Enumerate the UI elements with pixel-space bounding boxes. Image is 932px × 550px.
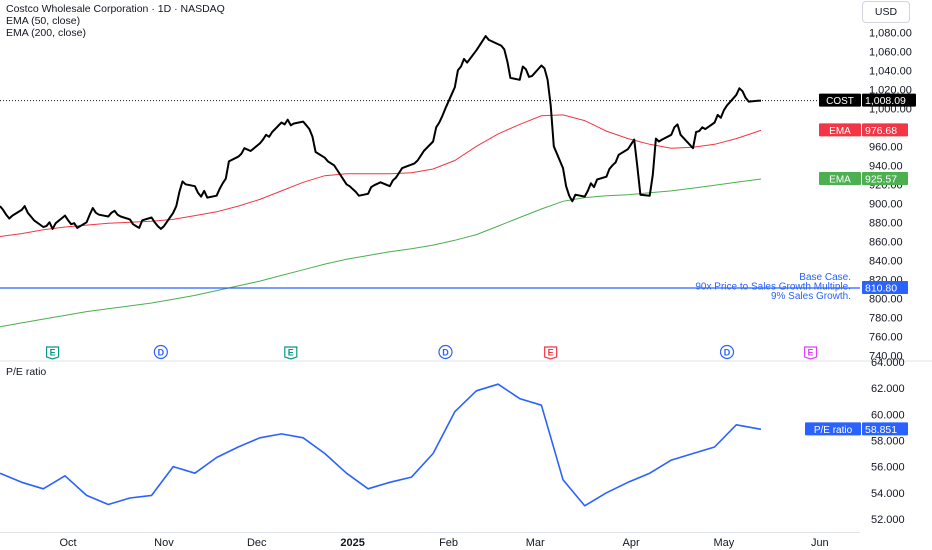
earnings-icon	[284, 346, 298, 360]
time-axis-tick: Oct	[59, 537, 76, 549]
pe-axis-tick: 64.000	[871, 357, 905, 369]
event-label: D	[158, 348, 165, 358]
ema50-value-tag-value-bg	[862, 123, 908, 137]
event-label: D	[442, 348, 449, 358]
last-price-tag-label-bg	[819, 93, 861, 107]
ema200-legend[interactable]: EMA (200, close)	[6, 27, 86, 39]
price-axis-tick: 1,080.00	[869, 27, 912, 39]
pe-label: P/E ratio	[814, 425, 853, 436]
last-price-tag-value: 1,008.09	[865, 95, 906, 107]
earnings_future-marker[interactable]: E	[544, 346, 558, 360]
price-axis-tick: 880.00	[869, 217, 903, 229]
event-label: E	[548, 348, 554, 358]
event-label: E	[50, 348, 56, 358]
price-axis-tick: 1,060.00	[869, 46, 912, 58]
level-annotation-line: 90x Price to Sales Growth Multiple.	[695, 281, 851, 292]
last-price-tag-value-bg	[862, 93, 916, 107]
ema50-value-tag-label: EMA	[829, 126, 851, 137]
pe-axis-tick: 62.000	[871, 383, 905, 395]
time-axis-tick: Dec	[247, 537, 267, 549]
ema200-value-tag[interactable]: EMA 925.57	[819, 171, 908, 186]
level-annotation-line: 9% Sales Growth.	[771, 291, 851, 302]
price-axis-tick: 940.00	[869, 160, 903, 172]
pe-axis-tick: 56.000	[871, 462, 905, 474]
pe-value: 58.851	[865, 424, 897, 436]
ema50-legend[interactable]: EMA (50, close)	[6, 15, 81, 27]
dividend-marker[interactable]: D	[438, 344, 453, 360]
event-label: D	[724, 348, 731, 358]
earnings-marker[interactable]: E	[284, 346, 298, 360]
level-annotation-line: Base Case.	[799, 272, 851, 283]
earnings-icon	[45, 346, 60, 360]
price-axis-tick: 840.00	[869, 255, 903, 267]
price-axis-tick: 1,020.00	[869, 84, 912, 96]
price-axis-tick: 900.00	[869, 198, 903, 210]
dividend-marker[interactable]: D	[153, 344, 168, 360]
earnings-icon	[544, 346, 558, 360]
chart-title: Costco Wholesale Corporation · 1D · NASD…	[6, 3, 225, 15]
time-axis-tick: Nov	[154, 537, 174, 549]
earnings-marker[interactable]: E	[45, 346, 60, 360]
pe-axis-tick: 60.000	[871, 409, 905, 421]
ema50-value-tag[interactable]: EMA 976.68	[819, 123, 908, 137]
ema50-value-tag-label-bg	[819, 123, 861, 137]
ema200-line[interactable]	[0, 178, 762, 328]
pe-axis-tick: 52.000	[871, 514, 905, 526]
earnings_upcoming-marker[interactable]: E	[803, 346, 818, 360]
price-axis-tick: 1,040.00	[869, 65, 912, 77]
event-label: E	[288, 348, 294, 358]
price-axis-tick: 860.00	[869, 236, 903, 248]
ema200-value-tag-value: 925.57	[865, 173, 897, 185]
pe-ratio-line[interactable]	[0, 383, 762, 507]
pe-value-tag[interactable]: P/E ratio 58.851	[805, 422, 908, 436]
pe-axis-tick: 54.000	[871, 488, 905, 500]
level-value-bg	[862, 280, 908, 294]
price-axis-tick: 760.00	[869, 331, 903, 343]
ema50-line[interactable]	[0, 114, 762, 237]
dividend-icon	[153, 344, 168, 360]
dividend-marker[interactable]: D	[719, 344, 735, 360]
ema50-value-tag-value: 976.68	[865, 125, 897, 137]
last-price-tag[interactable]: COST 1,008.09	[819, 93, 916, 108]
ema200-value-tag-value-bg	[862, 171, 908, 185]
time-axis-tick: Feb	[439, 537, 458, 549]
event-label: E	[808, 348, 814, 358]
dividend-icon	[719, 344, 735, 360]
level-value: 810.80	[865, 282, 897, 294]
time-axis-tick: Mar	[526, 537, 545, 549]
earnings-icon	[803, 346, 818, 360]
time-axis-tick: 2025	[340, 537, 364, 549]
time-axis-tick: Apr	[623, 537, 640, 549]
price-line[interactable]	[0, 35, 762, 230]
pe-axis-tick: 58.000	[871, 435, 905, 447]
pe-ratio-legend[interactable]: P/E ratio	[6, 366, 47, 378]
last-price-tag-label: COST	[826, 96, 854, 107]
price-axis-tick: 960.00	[869, 141, 903, 153]
price-axis-tick: 780.00	[869, 312, 903, 324]
currency-selector[interactable]: USD	[862, 1, 910, 23]
price-axis-tick: 800.00	[869, 293, 903, 305]
level-value-tag[interactable]: 810.80	[862, 280, 908, 295]
price-axis-tick: 740.00	[869, 350, 903, 362]
time-axis-tick: Jun	[811, 537, 829, 549]
ema200-value-tag-label: EMA	[829, 174, 851, 185]
dividend-icon	[438, 344, 453, 360]
pe-value-bg	[862, 422, 908, 436]
ema200-value-tag-label-bg	[819, 171, 861, 185]
time-axis-tick: May	[714, 537, 735, 549]
pe-label-bg	[805, 422, 861, 436]
